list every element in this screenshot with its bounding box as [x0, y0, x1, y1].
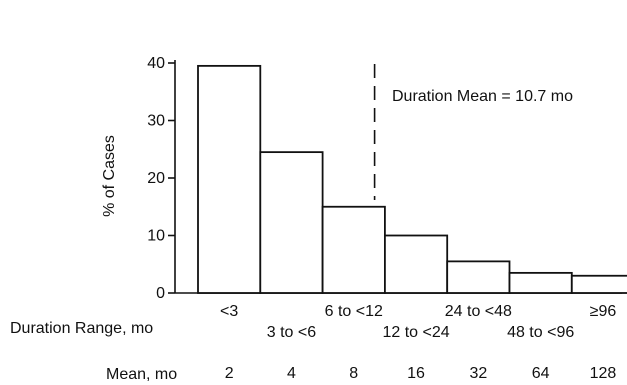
category-mean-label: 64: [532, 365, 550, 382]
y-ticks: 0 10 20 30 40: [147, 55, 175, 302]
category-mean-label: 2: [225, 365, 234, 382]
y-tick-label: 40: [147, 55, 165, 72]
bar: [259, 151, 324, 294]
bar: [321, 205, 386, 294]
y-axis-label: % of Cases: [101, 135, 118, 217]
category-mean-label: 16: [407, 365, 425, 382]
category-mean-label: 4: [287, 365, 296, 382]
bar: [446, 260, 511, 294]
y-tick-label: 30: [147, 113, 165, 130]
bars: [197, 64, 627, 294]
bar: [508, 271, 573, 294]
x-tick-label: <3: [220, 303, 238, 320]
category-mean-label: 8: [349, 365, 358, 382]
x-tick-label: 12 to <24: [382, 324, 449, 341]
x-axis-label: Duration Range, mo: [10, 320, 153, 337]
bar: [197, 64, 262, 294]
y-tick-label: 20: [147, 170, 165, 187]
x-tick-labels: <3 3 to <6 6 to <12 12 to <24 24 to <48 48 to…: [220, 303, 616, 341]
mean-row-label: Mean, mo: [106, 366, 177, 383]
bar: [383, 234, 449, 294]
y-tick-label: 10: [147, 228, 165, 245]
category-mean-label: 32: [469, 365, 487, 382]
y-tick-label: 0: [156, 285, 165, 302]
x-tick-label: 24 to <48: [445, 303, 512, 320]
x-tick-label: 3 to <6: [267, 324, 316, 341]
x-tick-label: 6 to <12: [325, 303, 383, 320]
x-tick-label: 48 to <96: [507, 324, 574, 341]
category-mean-label: 128: [590, 365, 617, 382]
annotation-text: Duration Mean = 10.7 mo: [392, 88, 573, 105]
x-tick-label: ≥96: [590, 303, 617, 320]
mean-values-row: 2 4 8 16 32 64 128: [225, 365, 617, 382]
bar: [570, 274, 627, 294]
